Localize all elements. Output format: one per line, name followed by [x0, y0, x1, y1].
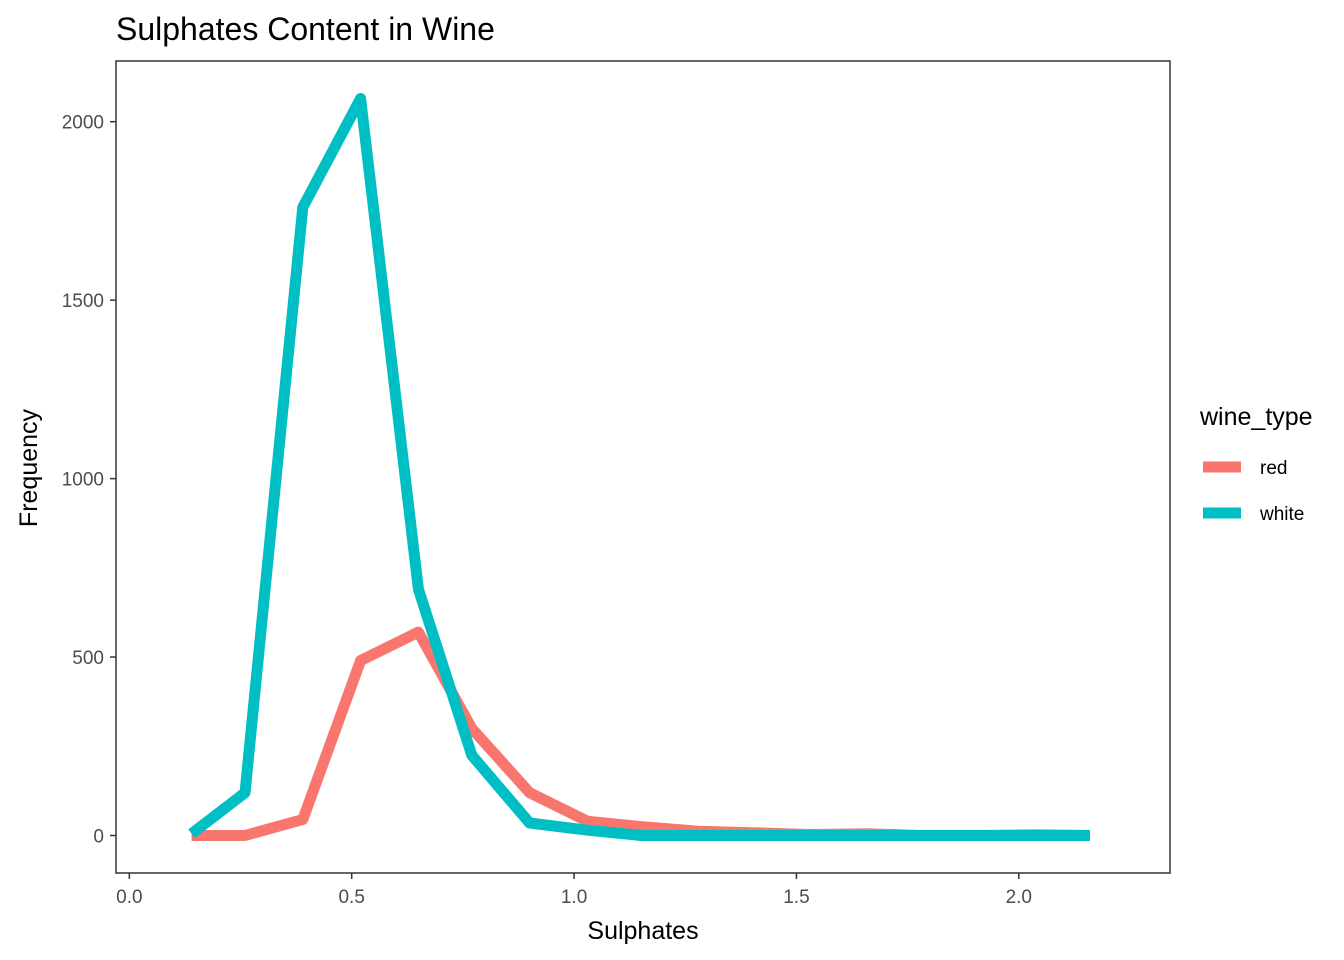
series-line-white: [188, 93, 1090, 841]
x-tick-label: 0.0: [116, 887, 142, 908]
legend-title: wine_type: [1199, 403, 1313, 431]
plot-panel-border: [115, 60, 1171, 874]
x-tick-label: 1.5: [783, 887, 809, 908]
y-tick-label: 1500: [62, 291, 104, 312]
x-tick-label: 0.5: [338, 887, 364, 908]
y-tick-label: 2000: [62, 113, 104, 134]
y-tick-label: 1000: [62, 470, 104, 491]
legend-label-red: red: [1260, 458, 1287, 479]
legend-items: red white: [1203, 458, 1304, 525]
x-tick-label: 2.0: [1006, 887, 1032, 908]
chart-title: Sulphates Content in Wine: [116, 11, 495, 47]
y-axis-title: Frequency: [15, 408, 43, 527]
x-axis: 0.0 0.5 1.0 1.5 2.0: [116, 873, 1032, 908]
plot-area: [115, 60, 1171, 874]
series-layer: [188, 93, 1090, 841]
x-axis-title: Sulphates: [587, 917, 698, 945]
y-tick-label: 500: [72, 648, 104, 669]
legend: wine_type red white: [1199, 403, 1313, 525]
y-tick-label: 0: [93, 827, 104, 848]
x-tick-label: 1.0: [561, 887, 587, 908]
legend-label-white: white: [1259, 504, 1304, 525]
y-axis: 0 500 1000 1500 2000: [62, 113, 116, 848]
